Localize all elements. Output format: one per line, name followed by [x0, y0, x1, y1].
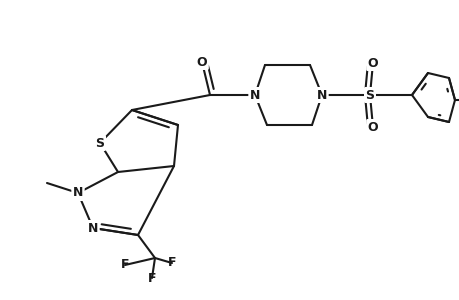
Text: N: N [88, 221, 98, 235]
Text: O: O [196, 56, 207, 68]
Text: N: N [316, 88, 326, 101]
Text: N: N [249, 88, 260, 101]
Text: F: F [168, 256, 176, 269]
Text: S: S [95, 136, 104, 149]
Text: O: O [367, 121, 377, 134]
Text: F: F [121, 259, 129, 272]
Text: S: S [365, 88, 374, 101]
Text: F: F [147, 272, 156, 284]
Text: N: N [73, 187, 83, 200]
Text: O: O [367, 56, 377, 70]
